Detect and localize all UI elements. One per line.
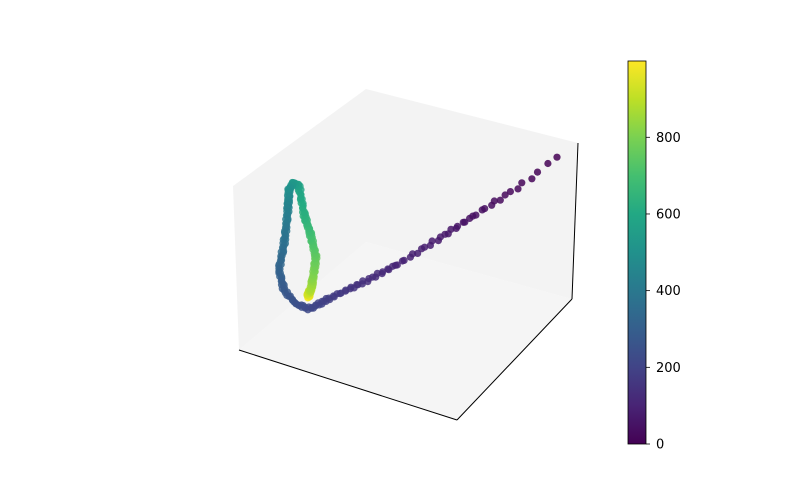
scatter-point xyxy=(421,243,429,251)
floor-pane xyxy=(239,242,572,420)
colorbar-tick-label: 600 xyxy=(656,207,681,222)
scatter-point xyxy=(393,261,401,269)
scatter-point xyxy=(506,188,514,196)
colorbar-tick-label: 200 xyxy=(656,361,681,376)
colorbar-tick-label: 800 xyxy=(656,131,681,146)
scatter-point xyxy=(553,153,561,161)
scatter-point xyxy=(533,168,542,176)
colorbar-ticks: 0 200 400 600 800 xyxy=(646,131,681,453)
y-axis-line xyxy=(456,298,573,421)
scatter-point xyxy=(472,211,480,219)
scatter-point xyxy=(400,256,408,264)
axis-lines xyxy=(238,142,579,421)
colorbar-gradient xyxy=(627,60,647,445)
scatter-points xyxy=(275,153,561,314)
scatter-point xyxy=(428,237,436,245)
scatter-point xyxy=(461,218,469,226)
scatter-point xyxy=(453,222,462,230)
z-axis-line xyxy=(571,142,579,300)
scatter-point xyxy=(496,196,504,204)
colorbar-tick-label: 0 xyxy=(656,438,664,453)
scatter-point xyxy=(481,205,489,213)
scatter-point xyxy=(518,179,526,187)
colorbar-tick-label: 400 xyxy=(656,284,681,299)
x-axis-line xyxy=(238,349,458,421)
left-pane xyxy=(233,89,366,350)
scatter-point xyxy=(490,197,498,205)
scatter-point xyxy=(528,175,536,183)
scatter-point xyxy=(544,159,552,168)
scatter-point xyxy=(514,185,522,193)
scatter-point xyxy=(501,191,509,199)
colorbar: 0 200 400 600 800 xyxy=(627,60,681,453)
